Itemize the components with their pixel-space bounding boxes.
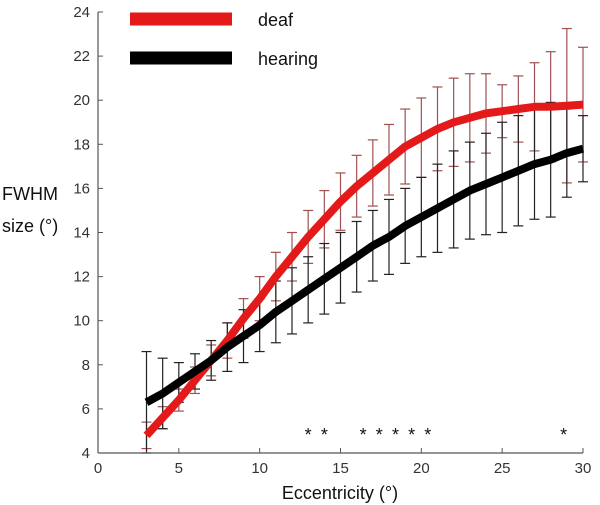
series-line-hearing	[144, 144, 585, 406]
y-tick-label: 14	[73, 225, 90, 242]
legend-label-deaf: deaf	[258, 10, 294, 30]
x-tick-label: 20	[413, 460, 430, 477]
x-tick-label: 0	[94, 460, 102, 477]
x-tick-label: 5	[175, 460, 183, 477]
y-tick-label: 16	[73, 180, 90, 197]
y-tick-label: 10	[73, 313, 90, 330]
y-tick-label: 24	[73, 4, 90, 21]
significance-star: *	[305, 425, 312, 445]
y-axis-title-line1: FWHM	[2, 184, 58, 204]
x-tick-label: 15	[332, 460, 349, 477]
legend: deaf hearing	[130, 10, 318, 69]
significance-layer: * * * * * * * *	[305, 425, 567, 445]
y-tick-label: 18	[73, 136, 90, 153]
y-tick-label: 4	[82, 445, 90, 462]
significance-star: *	[376, 425, 383, 445]
x-tick-label: 30	[575, 460, 592, 477]
significance-star: *	[360, 425, 367, 445]
y-tick-label: 8	[82, 357, 90, 374]
significance-star: *	[424, 425, 431, 445]
y-tick-label: 22	[73, 48, 90, 65]
errorbar-layer	[141, 27, 588, 454]
y-tick-label: 12	[73, 269, 90, 286]
axes-layer: 4 6 8 10 12 14 16 18 20 22 24 0 5 10 15 20 25 30	[73, 4, 591, 477]
series-line-deaf	[143, 100, 584, 439]
legend-label-hearing: hearing	[258, 49, 318, 69]
y-tick-label: 6	[82, 401, 90, 418]
x-tick-label: 25	[494, 460, 511, 477]
line-layer	[143, 100, 585, 439]
significance-star: *	[392, 425, 399, 445]
y-axis-title-line2: size (°)	[2, 216, 58, 236]
significance-star: *	[321, 425, 328, 445]
y-tick-label: 20	[73, 92, 90, 109]
x-axis-title: Eccentricity (°)	[282, 483, 398, 503]
significance-star: *	[408, 425, 415, 445]
x-tick-label: 10	[251, 460, 268, 477]
significance-star: *	[560, 425, 567, 445]
